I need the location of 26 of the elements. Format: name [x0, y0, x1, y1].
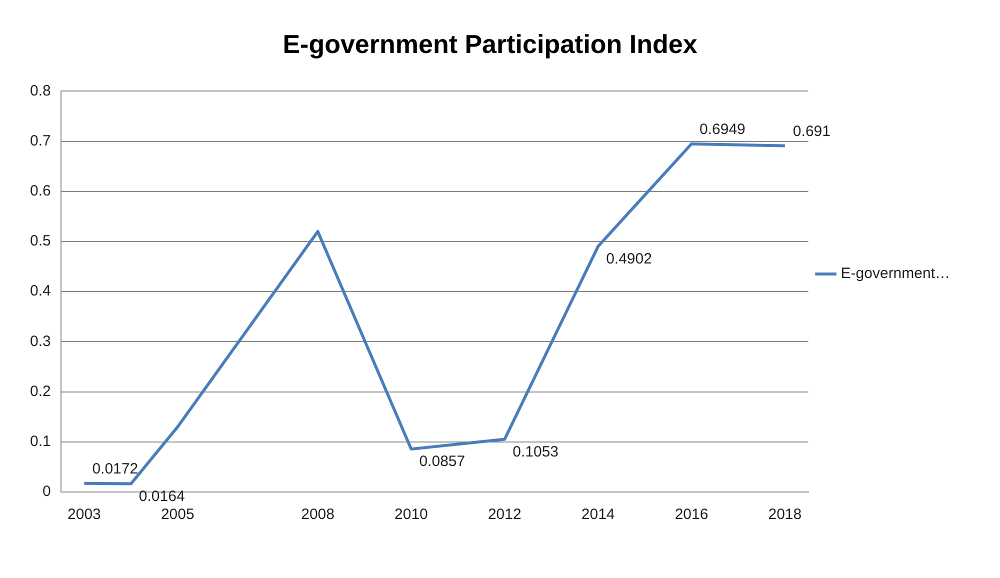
data-label: 0.0164 — [138, 488, 185, 505]
y-tick-label: 0.4 — [30, 282, 51, 300]
y-tick-label: 0.5 — [30, 232, 51, 250]
data-label: 0.1053 — [512, 443, 559, 460]
x-tick-label: 2014 — [581, 506, 615, 524]
data-label: 0.0857 — [419, 453, 466, 470]
y-tick-label: 0.7 — [30, 132, 51, 150]
chart-title: E-government Participation Index — [282, 28, 698, 59]
y-tick-label: 0 — [42, 483, 51, 500]
x-tick-label: 2012 — [488, 506, 522, 524]
data-label: 0.6949 — [700, 120, 746, 138]
x-tick-label: 2016 — [674, 506, 708, 524]
x-tick-label: 2005 — [160, 506, 194, 524]
x-tick-label: 2003 — [68, 506, 101, 524]
data-label: 0.691 — [792, 122, 830, 140]
legend-label: E-government… — [840, 265, 950, 282]
data-label: 0.0172 — [92, 460, 138, 478]
y-tick-label: 0.3 — [30, 332, 51, 350]
data-label: 0.4902 — [606, 250, 652, 268]
y-tick-label: 0.8 — [30, 82, 51, 100]
x-tick-label: 2010 — [394, 506, 428, 524]
x-tick-label: 2008 — [301, 506, 334, 524]
y-tick-label: 0.6 — [30, 182, 51, 200]
x-tick-label: 2018 — [768, 506, 802, 524]
y-tick-label: 0.1 — [30, 433, 51, 450]
y-tick-label: 0.2 — [30, 382, 51, 400]
